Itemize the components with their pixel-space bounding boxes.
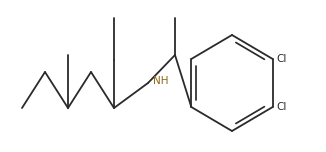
Text: Cl: Cl <box>277 54 287 64</box>
Text: NH: NH <box>153 76 169 86</box>
Text: Cl: Cl <box>277 102 287 112</box>
